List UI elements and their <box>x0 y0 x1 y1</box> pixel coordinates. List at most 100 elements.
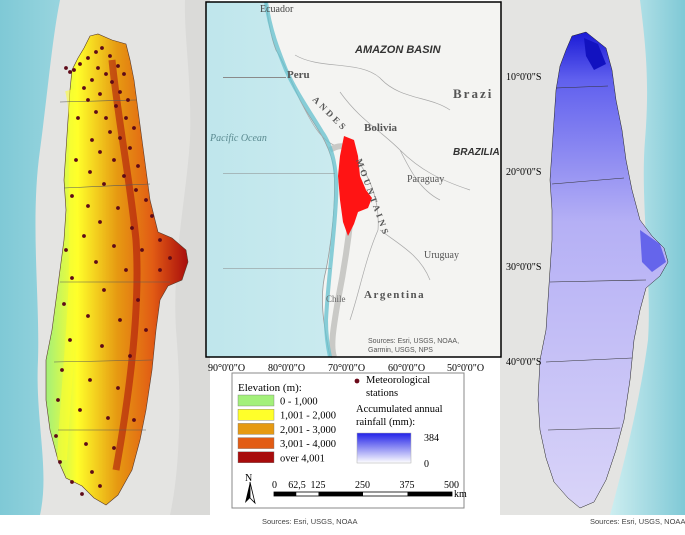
station-point <box>86 314 90 318</box>
station-point <box>60 368 64 372</box>
station-point <box>102 288 106 292</box>
lat-label: 30°0'0"S <box>506 262 541 273</box>
station-point <box>150 214 154 218</box>
longitude-labels: 90°0'0"O 80°0'0"O 70°0'0"O 60°0'0"O 50°0'0"O <box>208 363 484 374</box>
station-point <box>96 66 100 70</box>
latitude-labels: 10°0'0"S 20°0'0"S 30°0'0"S 40°0'0"S <box>506 72 541 368</box>
rainfall-min-label: 0 <box>424 459 429 470</box>
station-point <box>116 206 120 210</box>
label-brazilia: BRAZILIA <box>453 147 500 158</box>
stations-legend-label: Meteorological stations <box>366 375 433 399</box>
station-point <box>136 298 140 302</box>
station-point <box>126 98 130 102</box>
station-point <box>102 182 106 186</box>
scale-tick-label: 0 <box>272 480 277 491</box>
label-peru: Peru <box>287 69 310 81</box>
label-brazil: Brazi <box>453 86 493 101</box>
chile-highlight-region <box>338 136 372 236</box>
rainfall-colorbar <box>356 432 412 464</box>
legend: Elevation (m): 0 - 1,000 1,001 - 2,000 2,0… <box>231 372 467 509</box>
station-point <box>98 92 102 96</box>
elevation-swatch <box>237 423 275 435</box>
station-point <box>128 354 132 358</box>
station-point <box>122 72 126 76</box>
label-paraguay: Paraguay <box>407 174 444 185</box>
station-point <box>56 398 60 402</box>
station-point <box>78 62 82 66</box>
station-point <box>158 238 162 242</box>
inset-map: Ecuador AMAZON BASIN Peru Brazi Pacific … <box>205 1 541 374</box>
station-point <box>112 244 116 248</box>
station-point <box>78 408 82 412</box>
station-point <box>86 204 90 208</box>
lon-label: 50°0'0"O <box>447 363 484 374</box>
elevation-class-label: 1,001 - 2,000 <box>280 411 336 422</box>
rainfall-map-panel <box>500 0 685 515</box>
lat-label: 40°0'0"S <box>506 357 541 368</box>
scale-tick-label: 375 <box>400 480 415 491</box>
station-point <box>72 68 76 72</box>
station-point <box>140 248 144 252</box>
chile-rainfall-region <box>537 31 669 509</box>
elevation-class-label: over 4,001 <box>280 453 325 464</box>
label-amazon-basin: AMAZON BASIN <box>354 44 442 56</box>
station-point <box>90 470 94 474</box>
lon-label: 90°0'0"O <box>208 363 245 374</box>
station-point <box>62 302 66 306</box>
station-point <box>108 54 112 58</box>
station-point <box>130 226 134 230</box>
station-point <box>94 50 98 54</box>
station-point <box>124 268 128 272</box>
station-point <box>98 484 102 488</box>
station-point <box>84 442 88 446</box>
scale-tick-label: 62,5 <box>288 480 306 491</box>
station-point <box>136 164 140 168</box>
lat-label: 20°0'0"S <box>506 167 541 178</box>
scale-bar-segment <box>407 492 452 496</box>
rainfall-max-label: 384 <box>424 433 439 444</box>
elevation-swatch <box>237 409 275 421</box>
label-pacific-ocean: Pacific Ocean <box>209 133 267 144</box>
station-point <box>98 220 102 224</box>
station-point <box>116 64 120 68</box>
station-point <box>82 234 86 238</box>
station-point <box>104 116 108 120</box>
lat-label: 10°0'0"S <box>506 72 541 83</box>
station-point <box>94 110 98 114</box>
lon-label: 60°0'0"O <box>388 363 425 374</box>
station-point <box>118 136 122 140</box>
station-point <box>122 174 126 178</box>
scale-tick-label: 250 <box>355 480 370 491</box>
station-point <box>82 86 86 90</box>
label-ecuador: Ecuador <box>260 4 294 15</box>
station-point <box>90 138 94 142</box>
station-point <box>80 492 84 496</box>
elevation-legend-title: Elevation (m): <box>238 382 302 394</box>
chile-elevation-region <box>45 33 189 506</box>
station-point <box>100 46 104 50</box>
station-point <box>70 480 74 484</box>
elevation-class-label: 2,001 - 3,000 <box>280 425 336 436</box>
station-point <box>58 460 62 464</box>
station-point <box>88 170 92 174</box>
elevation-map-panel <box>0 0 210 515</box>
station-point <box>132 418 136 422</box>
station-point <box>74 158 78 162</box>
scale-tick-label: 125 <box>311 480 326 491</box>
station-point <box>106 416 110 420</box>
station-point <box>144 328 148 332</box>
attribution-right: Sources: Esri, USGS, NOAA <box>590 517 685 526</box>
station-point <box>112 158 116 162</box>
attribution-left: Sources: Esri, USGS, NOAA <box>262 517 357 526</box>
station-point <box>134 188 138 192</box>
station-point <box>64 248 68 252</box>
elevation-swatch <box>237 437 275 449</box>
station-point <box>168 256 172 260</box>
station-legend-symbol <box>354 378 360 384</box>
elevation-class-label: 0 - 1,000 <box>280 397 318 408</box>
station-point <box>68 70 72 74</box>
label-uruguay: Uruguay <box>424 250 459 261</box>
elevation-class-label: 3,001 - 4,000 <box>280 439 336 450</box>
